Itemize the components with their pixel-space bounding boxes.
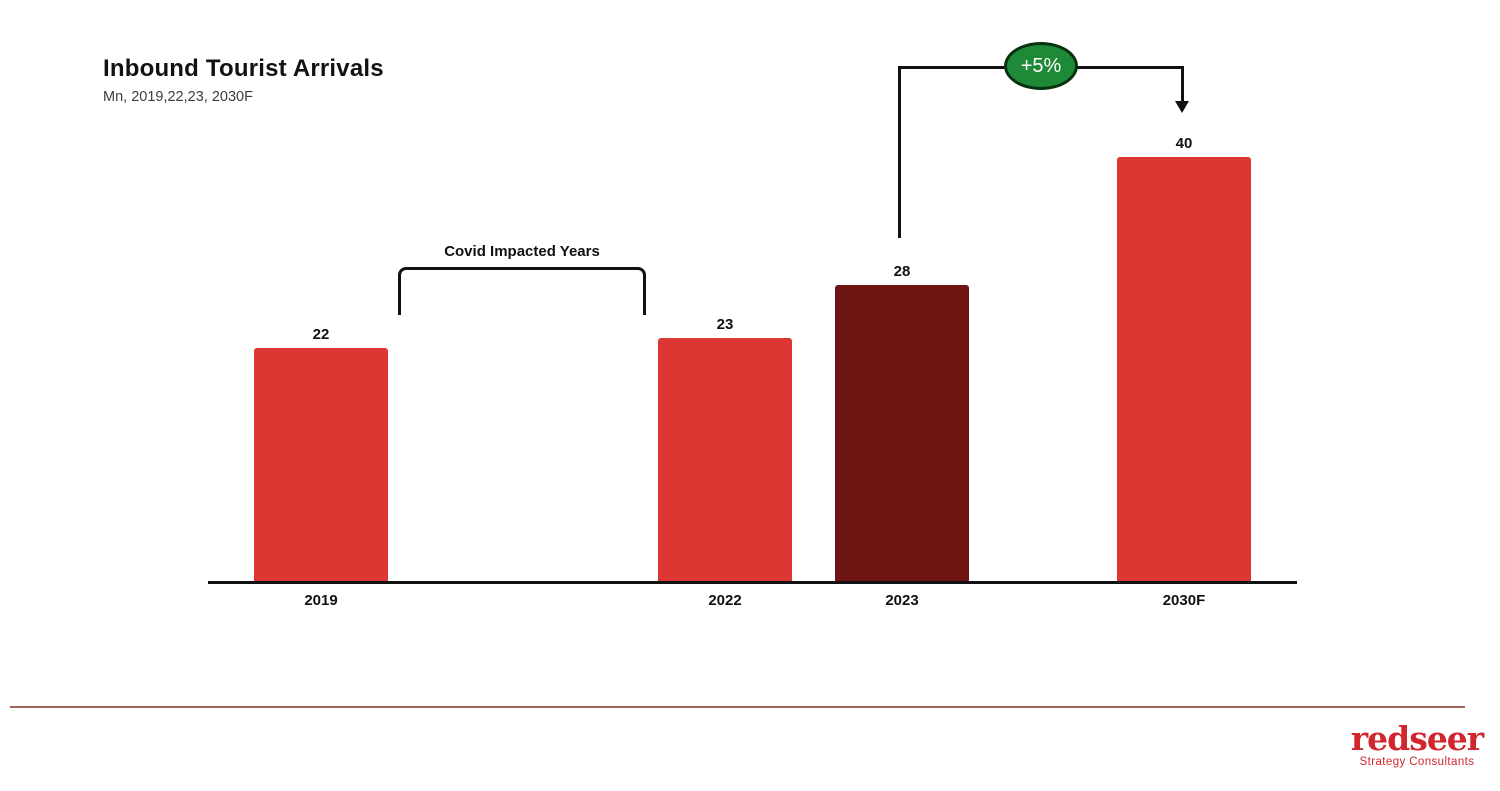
covid-bracket-shape [398, 267, 646, 315]
page-title: Inbound Tourist Arrivals [103, 55, 384, 82]
bar-value-label: 22 [312, 326, 330, 344]
bar-group-2030f: 40 [1117, 135, 1251, 582]
bar-value-label: 40 [1175, 135, 1193, 153]
bar-2019 [254, 348, 388, 582]
bar-group-2019: 22 [254, 326, 388, 582]
x-axis-line [208, 581, 1297, 584]
bar-group-2022: 23 [658, 316, 792, 582]
growth-badge: +5% [1004, 42, 1078, 90]
growth-arrow-left-line [898, 66, 901, 238]
x-tick-2030f: 2030F [1162, 592, 1206, 609]
growth-arrow-right-line [1181, 66, 1184, 103]
redseer-logo: redseer Strategy Consultants [1342, 722, 1492, 768]
bar-group-2023: 28 [835, 263, 969, 582]
logo-wordmark: redseer [1350, 719, 1484, 758]
covid-bracket-label: Covid Impacted Years [444, 243, 600, 260]
footer-divider [10, 706, 1465, 708]
bar-2030f [1117, 157, 1251, 582]
x-tick-2022: 2022 [708, 592, 742, 609]
bar-value-label: 28 [893, 262, 911, 280]
bar-value-label: 23 [716, 315, 734, 333]
chart-units-subtitle: Mn, 2019,22,23, 2030F [103, 89, 253, 105]
bar-2023-highlighted [835, 284, 969, 582]
bar-2022 [658, 337, 792, 582]
x-tick-2023: 2023 [885, 592, 919, 609]
growth-arrow-head-icon [1175, 101, 1189, 113]
x-tick-2019: 2019 [304, 592, 338, 609]
logo-tagline: Strategy Consultants [1359, 756, 1475, 768]
